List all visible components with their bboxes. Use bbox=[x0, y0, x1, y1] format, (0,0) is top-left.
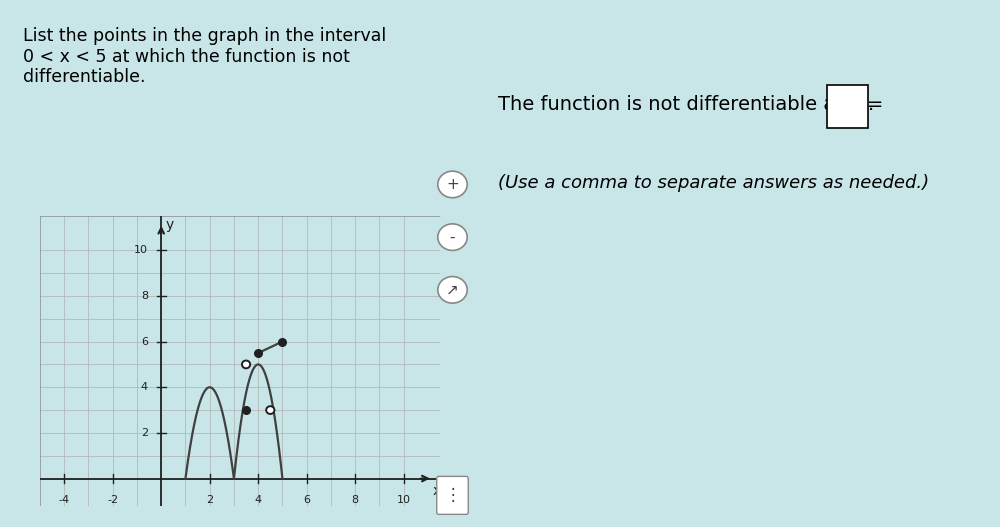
Circle shape bbox=[266, 406, 274, 414]
Text: List the points in the graph in the interval
0 < x < 5 at which the function is : List the points in the graph in the inte… bbox=[23, 27, 386, 86]
Text: -4: -4 bbox=[59, 494, 70, 504]
FancyBboxPatch shape bbox=[437, 476, 468, 514]
FancyBboxPatch shape bbox=[827, 85, 868, 128]
Text: 2: 2 bbox=[141, 428, 148, 438]
Text: -2: -2 bbox=[107, 494, 118, 504]
Text: 4: 4 bbox=[255, 494, 262, 504]
Text: y: y bbox=[166, 218, 174, 232]
Text: x: x bbox=[432, 484, 440, 498]
Text: 6: 6 bbox=[303, 494, 310, 504]
Circle shape bbox=[438, 171, 467, 198]
Text: 8: 8 bbox=[352, 494, 359, 504]
Text: 10: 10 bbox=[397, 494, 411, 504]
Text: -: - bbox=[450, 230, 455, 245]
Text: 10: 10 bbox=[134, 245, 148, 255]
Text: The function is not differentiable at x =: The function is not differentiable at x … bbox=[498, 95, 889, 114]
Circle shape bbox=[438, 224, 467, 250]
Circle shape bbox=[438, 277, 467, 303]
Text: 6: 6 bbox=[141, 337, 148, 347]
Circle shape bbox=[242, 360, 250, 368]
Text: ⋮: ⋮ bbox=[444, 486, 461, 504]
Text: 8: 8 bbox=[141, 291, 148, 301]
Text: (Use a comma to separate answers as needed.): (Use a comma to separate answers as need… bbox=[498, 174, 929, 192]
Text: 4: 4 bbox=[141, 382, 148, 392]
Text: ↗: ↗ bbox=[446, 282, 459, 297]
Text: .: . bbox=[868, 95, 874, 114]
Text: +: + bbox=[446, 177, 459, 192]
Text: 2: 2 bbox=[206, 494, 213, 504]
